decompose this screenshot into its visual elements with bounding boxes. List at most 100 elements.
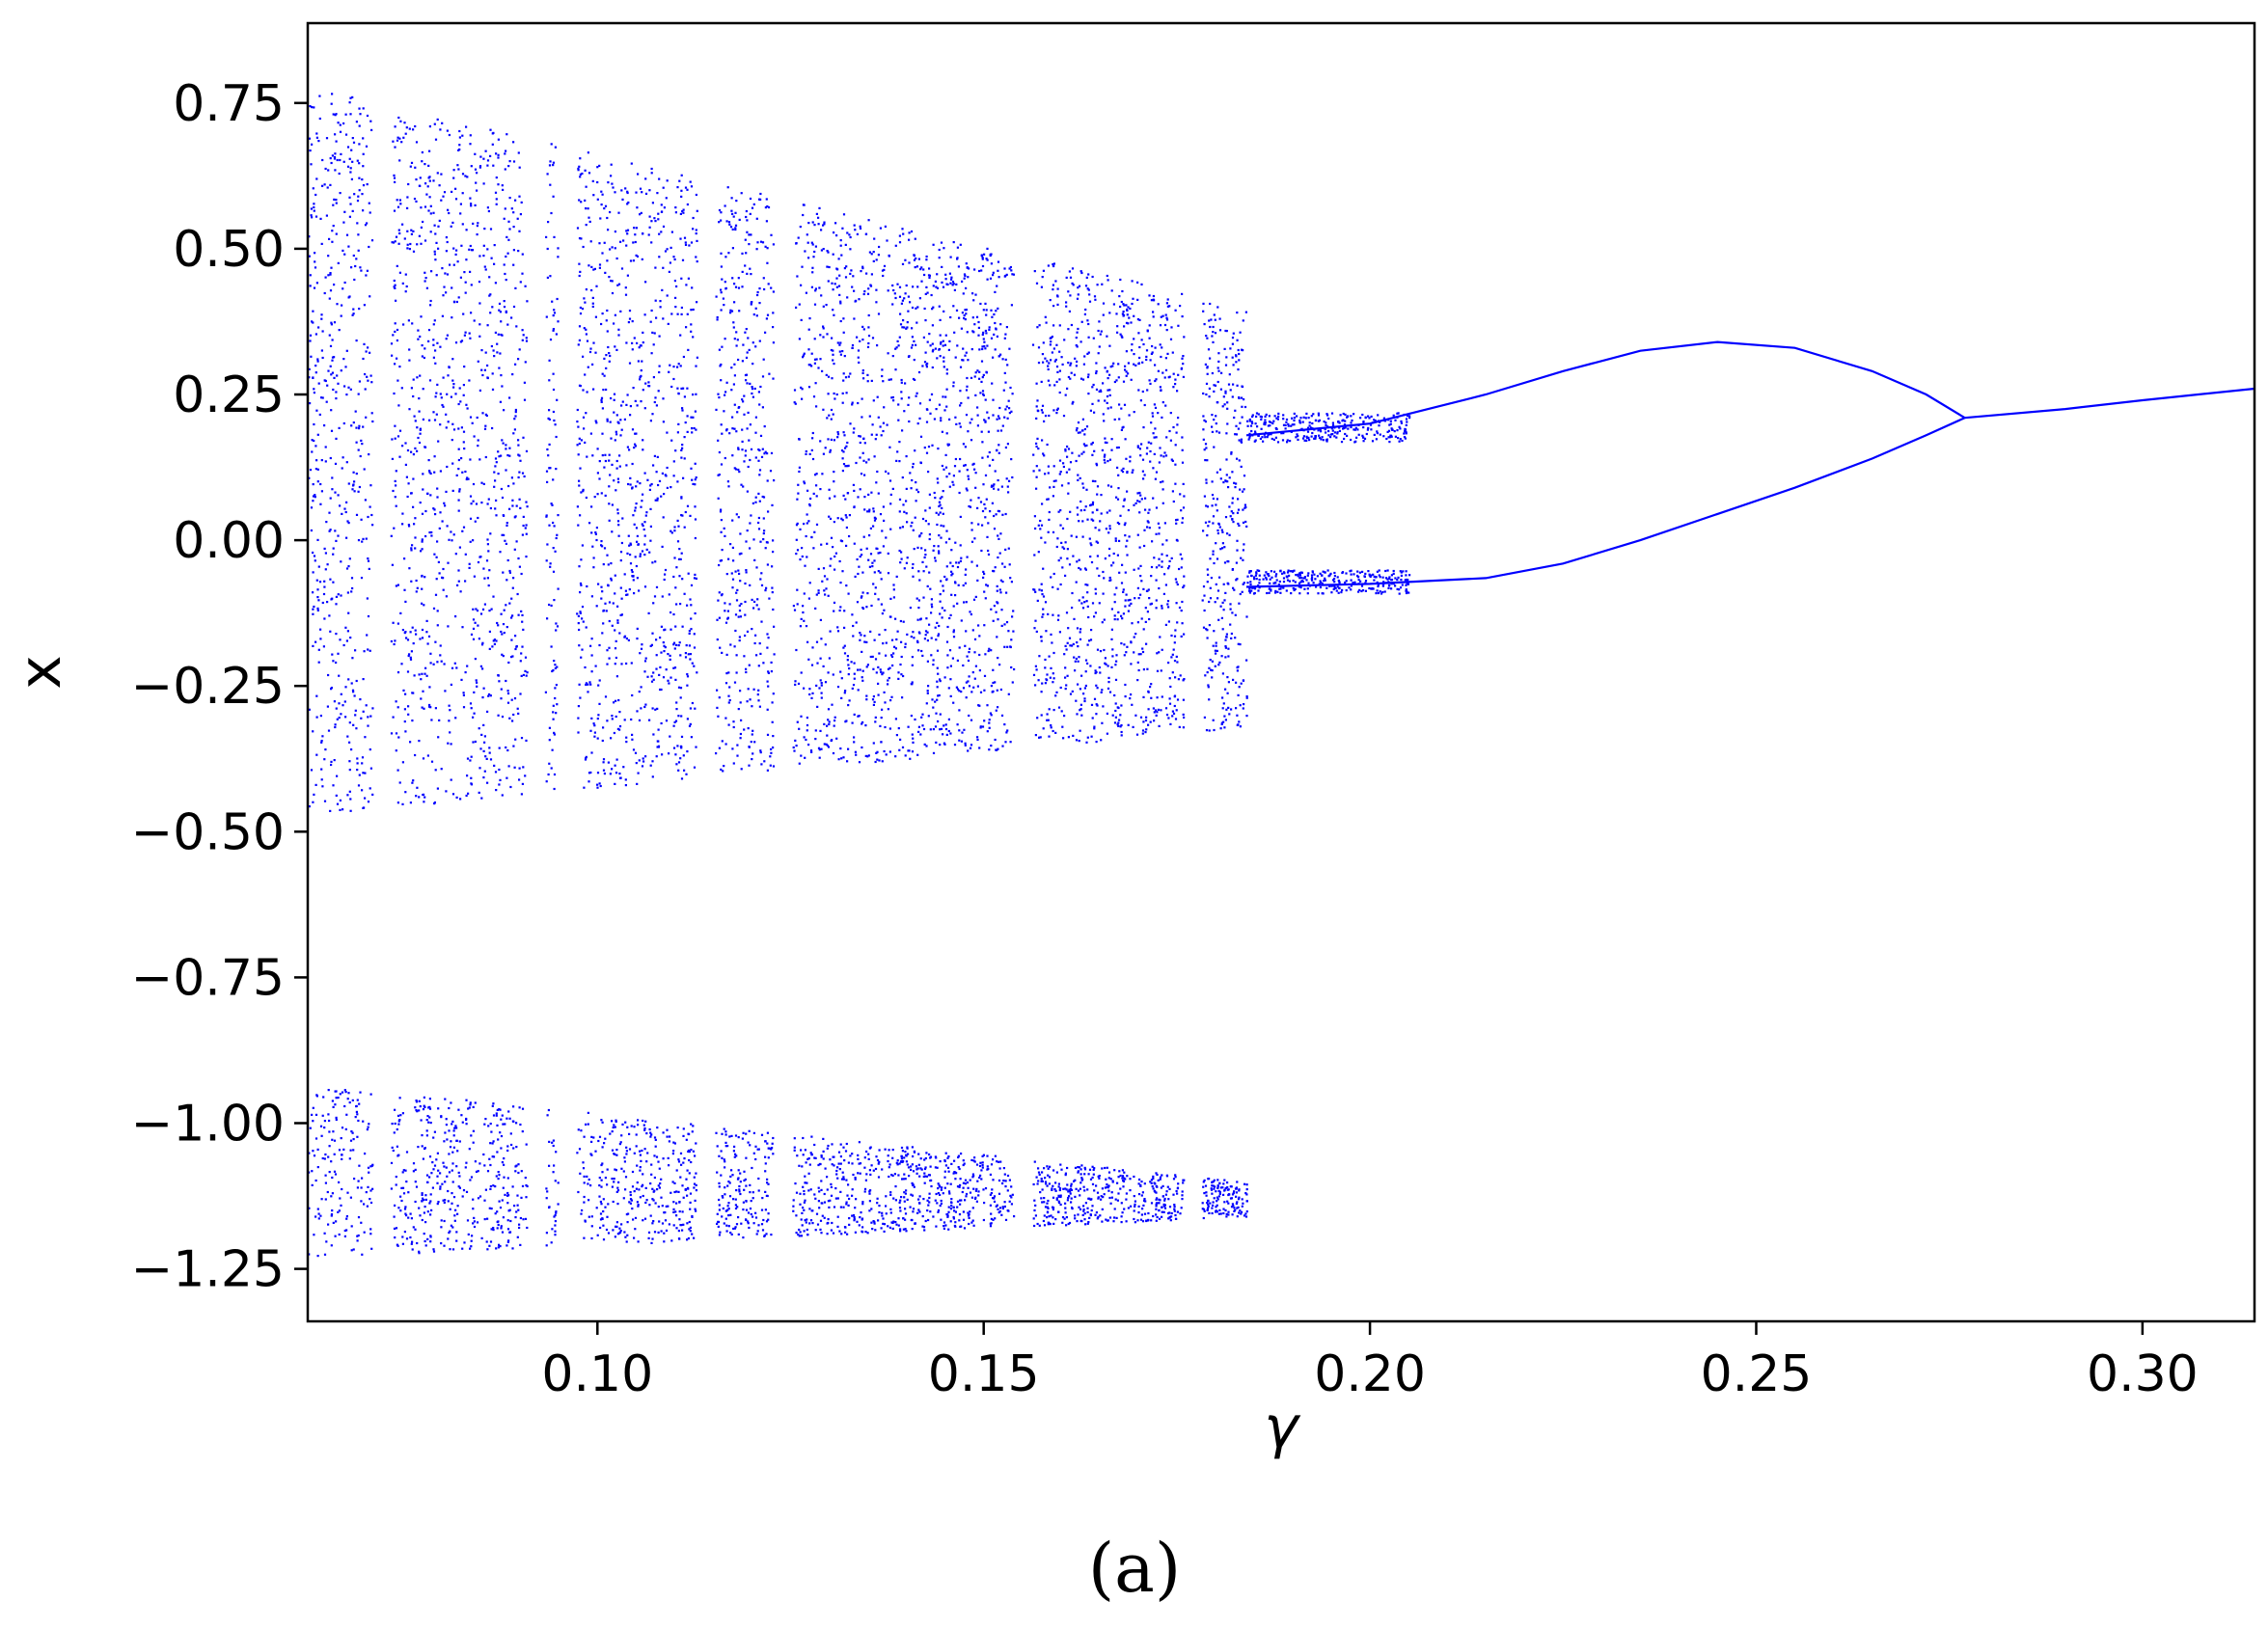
upper-band-point xyxy=(730,572,733,575)
upper-band-point xyxy=(639,187,642,190)
upper-band-point xyxy=(680,552,683,555)
upper-band-point xyxy=(755,248,758,251)
upper-band-point xyxy=(476,610,479,612)
upper-band-point xyxy=(1061,725,1064,728)
upper-band-point xyxy=(408,408,411,411)
upper-band-point xyxy=(1183,584,1186,587)
upper-band-point xyxy=(578,384,582,387)
upper-band-point xyxy=(653,400,656,404)
upper-band-point xyxy=(1138,318,1141,321)
upper-band-point xyxy=(942,512,944,515)
upper-band-point xyxy=(936,273,939,276)
upper-band-point xyxy=(492,164,495,167)
upper-band-point xyxy=(1237,522,1240,526)
upper-band-point xyxy=(967,396,970,399)
upper-band-point xyxy=(548,409,551,412)
upper-band-point xyxy=(836,341,839,344)
upper-band-point xyxy=(866,345,870,348)
upper-band-point xyxy=(1183,678,1186,681)
upper-band-point xyxy=(669,364,671,367)
upper-band-point xyxy=(501,439,504,442)
upper-band-point xyxy=(1069,692,1073,695)
upper-band-point xyxy=(396,671,400,674)
upper-band-point xyxy=(607,181,610,184)
upper-band-point xyxy=(761,241,765,244)
upper-band-point xyxy=(634,443,637,446)
upper-band-point xyxy=(398,231,401,235)
upper-band-point xyxy=(905,487,908,490)
upper-band-point xyxy=(924,292,927,295)
upper-band-point xyxy=(401,512,404,515)
upper-band-point xyxy=(314,215,318,218)
upper-band-point xyxy=(1120,723,1123,727)
upper-band-point xyxy=(810,241,813,244)
upper-band-point xyxy=(1115,312,1118,315)
upper-band-point xyxy=(807,328,810,331)
upper-band-point xyxy=(488,692,491,696)
upper-band-point xyxy=(416,376,419,379)
upper-band-point xyxy=(404,463,407,466)
upper-band-point xyxy=(1006,443,1009,446)
upper-band-point xyxy=(1076,641,1079,644)
upper-band-point xyxy=(639,378,642,381)
upper-band-point xyxy=(1165,318,1169,321)
upper-band-point xyxy=(1003,416,1006,419)
upper-band-point xyxy=(814,729,817,732)
upper-band-point xyxy=(696,239,698,242)
upper-band-point xyxy=(683,526,686,529)
upper-band-point xyxy=(1120,730,1123,734)
upper-band-point xyxy=(860,634,862,637)
upper-band-point xyxy=(321,184,324,187)
upper-band-point xyxy=(606,330,609,333)
upper-band-point xyxy=(644,192,648,195)
upper-band-point xyxy=(457,458,460,462)
upper-band-point xyxy=(1116,498,1120,501)
upper-band-point xyxy=(766,633,769,636)
upper-band-point xyxy=(1216,401,1219,404)
upper-band-point xyxy=(964,742,967,745)
upper-band-point xyxy=(731,454,734,457)
upper-band-point xyxy=(1052,263,1054,266)
upper-band-point xyxy=(833,719,836,722)
upper-band-point xyxy=(889,597,892,600)
upper-band-point xyxy=(1225,479,1228,483)
upper-band-point xyxy=(1010,269,1013,272)
upper-band-point xyxy=(1052,681,1054,684)
upper-band-point xyxy=(757,492,760,495)
upper-band-point xyxy=(311,106,314,109)
upper-band-point xyxy=(885,536,888,539)
upper-band-point xyxy=(415,200,418,203)
upper-band-point xyxy=(472,500,475,502)
upper-band-point xyxy=(510,698,513,701)
upper-band-point xyxy=(999,429,1003,432)
upper-band-point xyxy=(356,159,359,162)
upper-band-point xyxy=(1210,577,1213,580)
upper-band-point xyxy=(934,725,938,728)
upper-band-point xyxy=(830,438,833,441)
upper-band-point xyxy=(456,164,459,167)
upper-band-point xyxy=(1221,601,1224,604)
upper-band-point xyxy=(358,308,361,311)
upper-band-point xyxy=(735,331,738,334)
upper-band-point xyxy=(524,656,528,659)
upper-band-point xyxy=(995,328,997,331)
upper-band-point xyxy=(474,740,477,744)
upper-band-point xyxy=(544,691,547,693)
upper-band-point xyxy=(476,189,478,192)
upper-band-point xyxy=(915,321,918,324)
upper-band-point xyxy=(957,584,960,586)
upper-band-point xyxy=(1155,566,1159,569)
upper-band-point xyxy=(371,420,374,423)
upper-band-point xyxy=(997,417,1001,420)
upper-band-point xyxy=(1081,482,1084,485)
upper-band-point xyxy=(867,335,871,338)
upper-band-point xyxy=(1078,566,1080,570)
upper-band-point xyxy=(916,422,919,425)
upper-band-point xyxy=(508,197,511,200)
upper-band-point xyxy=(608,276,611,279)
upper-band-point xyxy=(890,655,894,658)
upper-band-point xyxy=(577,622,580,625)
upper-band-point xyxy=(313,422,315,426)
upper-band-point xyxy=(870,253,873,256)
upper-band-point xyxy=(592,194,595,197)
